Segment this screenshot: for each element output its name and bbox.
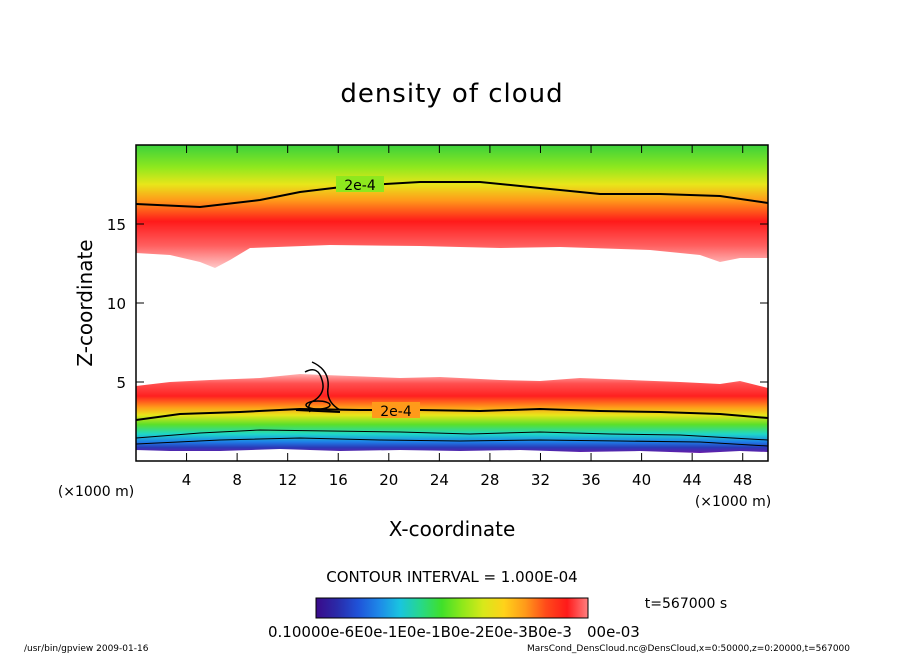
x-tick-label: 20 (379, 471, 398, 489)
contour-line-upper (136, 181, 768, 209)
y-axis-label: Z-coordinate (73, 239, 97, 366)
colorbar-exponent-label: 00e-03 (587, 623, 640, 641)
upper-cloud-band (136, 145, 768, 268)
x-tick-label: 12 (278, 471, 297, 489)
colorbar-tick-labels: 0.10000e-6E0e-1E0e-1B0e-2E0e-3B0e-3 (268, 623, 572, 641)
x-axis-ticks: 4 8 12 16 20 24 28 32 36 40 44 48 (182, 145, 752, 489)
x-tick-label: 16 (329, 471, 348, 489)
lower-cloud-band (136, 374, 768, 453)
y-tick-label: 15 (107, 216, 126, 234)
footer-left: /usr/bin/gpview 2009-01-16 (24, 644, 149, 654)
colorbar (315, 597, 589, 619)
contour-interval-text: CONTOUR INTERVAL = 1.000E-04 (326, 568, 577, 586)
contour-label-lower: 2e-4 (380, 404, 412, 420)
contour-labels: 2e-4 2e-4 (336, 176, 420, 420)
footer-right: MarsCond_DensCloud.nc@DensCloud,x=0:5000… (527, 644, 850, 654)
x-tick-label: 44 (683, 471, 702, 489)
x-tick-label: 8 (232, 471, 242, 489)
y-tick-label: 5 (116, 374, 126, 392)
x-tick-label: 24 (430, 471, 449, 489)
x-tick-label: 4 (182, 471, 192, 489)
x-tick-label: 48 (733, 471, 752, 489)
x-tick-label: 32 (531, 471, 550, 489)
x-axis-unit-right: (×1000 m) (695, 494, 771, 510)
plot-area (136, 145, 768, 461)
x-tick-label: 40 (632, 471, 651, 489)
contour-line-lower (136, 407, 768, 421)
x-tick-label: 36 (581, 471, 600, 489)
time-label: t=567000 s (645, 596, 727, 612)
contour-line-lower-thin (136, 429, 768, 441)
y-axis-ticks: 5 10 15 (107, 216, 768, 392)
chart-title: density of cloud (340, 79, 563, 109)
y-tick-label: 10 (107, 295, 126, 313)
x-axis-label: X-coordinate (389, 517, 516, 541)
x-axis-unit-left: (×1000 m) (58, 484, 134, 500)
contour-line-lower-thin-2 (136, 437, 768, 447)
convective-cell (295, 361, 341, 413)
x-tick-label: 28 (480, 471, 499, 489)
contour-label-upper: 2e-4 (344, 178, 376, 194)
